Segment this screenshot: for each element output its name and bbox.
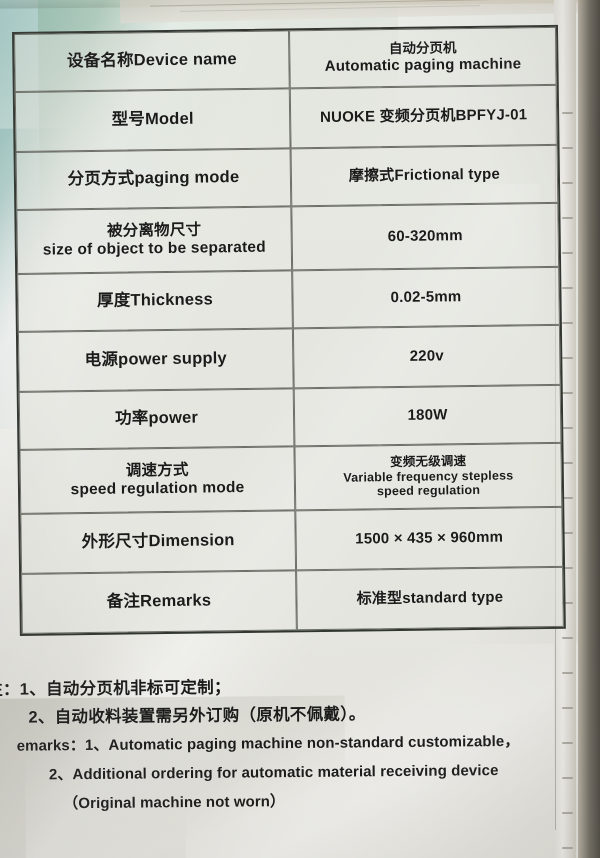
row-label-cell: 调速方式 speed regulation mode [19, 446, 296, 514]
spiral-coil [562, 707, 573, 709]
row-value-line-en2: speed regulation [376, 483, 481, 499]
row-label-text: 设备名称Device name [66, 50, 237, 71]
row-value-text: 1500 × 435 × 960mm [355, 528, 504, 548]
row-value-text: 0.02-5mm [390, 288, 462, 307]
table-row: 备注Remarks 标准型standard type [21, 566, 564, 634]
row-value-text: 220v [409, 347, 444, 365]
footnote-en-2-text: Additional ordering for automatic materi… [72, 762, 499, 784]
row-label-line-cn: 调速方式 [125, 461, 189, 480]
table-row: 功率power 180W [18, 384, 562, 450]
row-value-cell: 220v [292, 324, 561, 389]
spiral-coil [562, 357, 573, 359]
row-value-cell: 180W [293, 384, 562, 447]
spiral-coil [562, 392, 573, 394]
spiral-coil [562, 147, 573, 149]
spiral-coil [562, 427, 573, 429]
spiral-coil [562, 462, 573, 464]
row-label-line-en: size of object to be separated [42, 238, 266, 259]
row-label-cell: 备注Remarks [21, 570, 297, 634]
spiral-coil [562, 847, 573, 849]
row-value-cell: 0.02-5mm [292, 266, 560, 329]
footnote-cn-2-text: 自动收料装置需另外订购（原机不佩戴）。 [54, 705, 366, 727]
spiral-coil [562, 812, 573, 814]
footnote-cn-head: 注： [0, 680, 20, 699]
spiral-coil [562, 742, 573, 744]
spiral-coil [562, 777, 573, 779]
row-value-line-en: Automatic paging machine [324, 55, 522, 76]
row-value-line-cn: 变频无级调速 [389, 453, 467, 469]
row-value-cell: 1500 × 435 × 960mm [295, 506, 564, 571]
spiral-coil [562, 602, 573, 604]
row-label-cell: 被分离物尺寸 size of object to be separated [16, 206, 293, 274]
footnote-cn-1-text: 自动分页机非标可定制； [45, 678, 231, 699]
spiral-coil [562, 322, 573, 324]
footnotes-block: 注： 1、 自动分页机非标可定制； 2、 自动收料装置需另外订购（原机不佩戴）。… [0, 670, 587, 819]
footnote-en-3-text: （Original machine not worn） [63, 793, 286, 813]
row-value-text: 60-320mm [387, 227, 463, 246]
spiral-coil [562, 567, 573, 569]
row-label-cell: 设备名称Device name [14, 30, 290, 92]
row-label-cell: 电源power supply [17, 328, 294, 392]
row-value-cell: 60-320mm [291, 202, 560, 271]
row-label-text: 外形尺寸Dimension [81, 531, 235, 552]
spiral-coil [562, 497, 573, 499]
row-label-text: 分页方式paging mode [67, 168, 240, 189]
row-value-line-cn: 自动分页机 [388, 40, 457, 57]
row-value-cell: 标准型standard type [296, 566, 564, 631]
footnote-en-1: emarks： 1、 Automatic paging machine non-… [0, 726, 587, 761]
specification-table: 设备名称Device name 自动分页机 Automatic paging m… [12, 24, 566, 636]
row-label-cell: 功率power [18, 388, 295, 450]
spiral-coil [562, 672, 573, 674]
footnote-cn-2-num: 2、 [28, 708, 55, 727]
table-row: 厚度Thickness 0.02-5mm [17, 266, 560, 332]
row-label-text: 型号Model [111, 109, 194, 129]
footnote-en-1-num: 1、 [84, 736, 109, 755]
row-label-line-en: speed regulation mode [70, 478, 245, 499]
table-row: 分页方式paging mode 摩擦式Frictional type [15, 144, 559, 210]
row-value-line-en1: Variable frequency stepless [343, 468, 514, 485]
table-row: 调速方式 speed regulation mode 变频无级调速 Variab… [19, 442, 563, 514]
book-edge-shadow [578, 0, 600, 858]
table-row: 设备名称Device name 自动分页机 Automatic paging m… [14, 26, 557, 92]
table-row: 型号Model NUOKE 变频分页机BPFYJ-01 [14, 84, 558, 152]
page-edge-strip [554, 0, 576, 858]
row-value-text: 180W [407, 406, 448, 425]
spiral-coil [562, 532, 573, 534]
spiral-coil [562, 637, 573, 639]
row-label-text: 厚度Thickness [96, 290, 214, 311]
footnote-en-2-num: 2、 [48, 766, 73, 784]
footnote-en-head: emarks： [16, 737, 86, 755]
footnote-cn-1-num: 1、 [19, 680, 47, 699]
spiral-coil [562, 112, 573, 114]
spec-table-wrapper: 设备名称Device name 自动分页机 Automatic paging m… [12, 24, 566, 636]
row-label-text: 备注Remarks [106, 591, 212, 612]
row-value-text: 摩擦式Frictional type [348, 165, 501, 185]
row-value-cell: 自动分页机 Automatic paging machine [289, 26, 557, 89]
row-value-cell: NUOKE 变频分页机BPFYJ-01 [289, 84, 558, 149]
spiral-coil [562, 182, 573, 184]
spiral-coil [562, 252, 573, 254]
row-value-cell: 变频无级调速 Variable frequency stepless speed… [294, 442, 563, 511]
row-label-cell: 厚度Thickness [17, 270, 293, 332]
row-label-line-cn: 被分离物尺寸 [106, 221, 202, 240]
row-value-text: 标准型standard type [356, 588, 504, 608]
footnote-en-3: （Original machine not worn） [0, 784, 587, 819]
table-row: 被分离物尺寸 size of object to be separated 60… [16, 202, 560, 274]
row-label-cell: 外形尺寸Dimension [20, 510, 297, 574]
table-row: 外形尺寸Dimension 1500 × 435 × 960mm [20, 506, 564, 574]
row-label-text: 功率power [114, 408, 199, 428]
row-label-cell: 型号Model [14, 88, 291, 152]
spiral-coil [562, 287, 573, 289]
table-row: 电源power supply 220v [17, 324, 561, 392]
row-label-cell: 分页方式paging mode [15, 148, 292, 210]
row-value-cell: 摩擦式Frictional type [290, 144, 559, 207]
spiral-coil [562, 217, 573, 219]
row-value-text: NUOKE 变频分页机BPFYJ-01 [319, 106, 528, 127]
row-label-text: 电源power supply [84, 349, 227, 370]
footnote-en-1-text: Automatic paging machine non-standard cu… [108, 732, 520, 754]
